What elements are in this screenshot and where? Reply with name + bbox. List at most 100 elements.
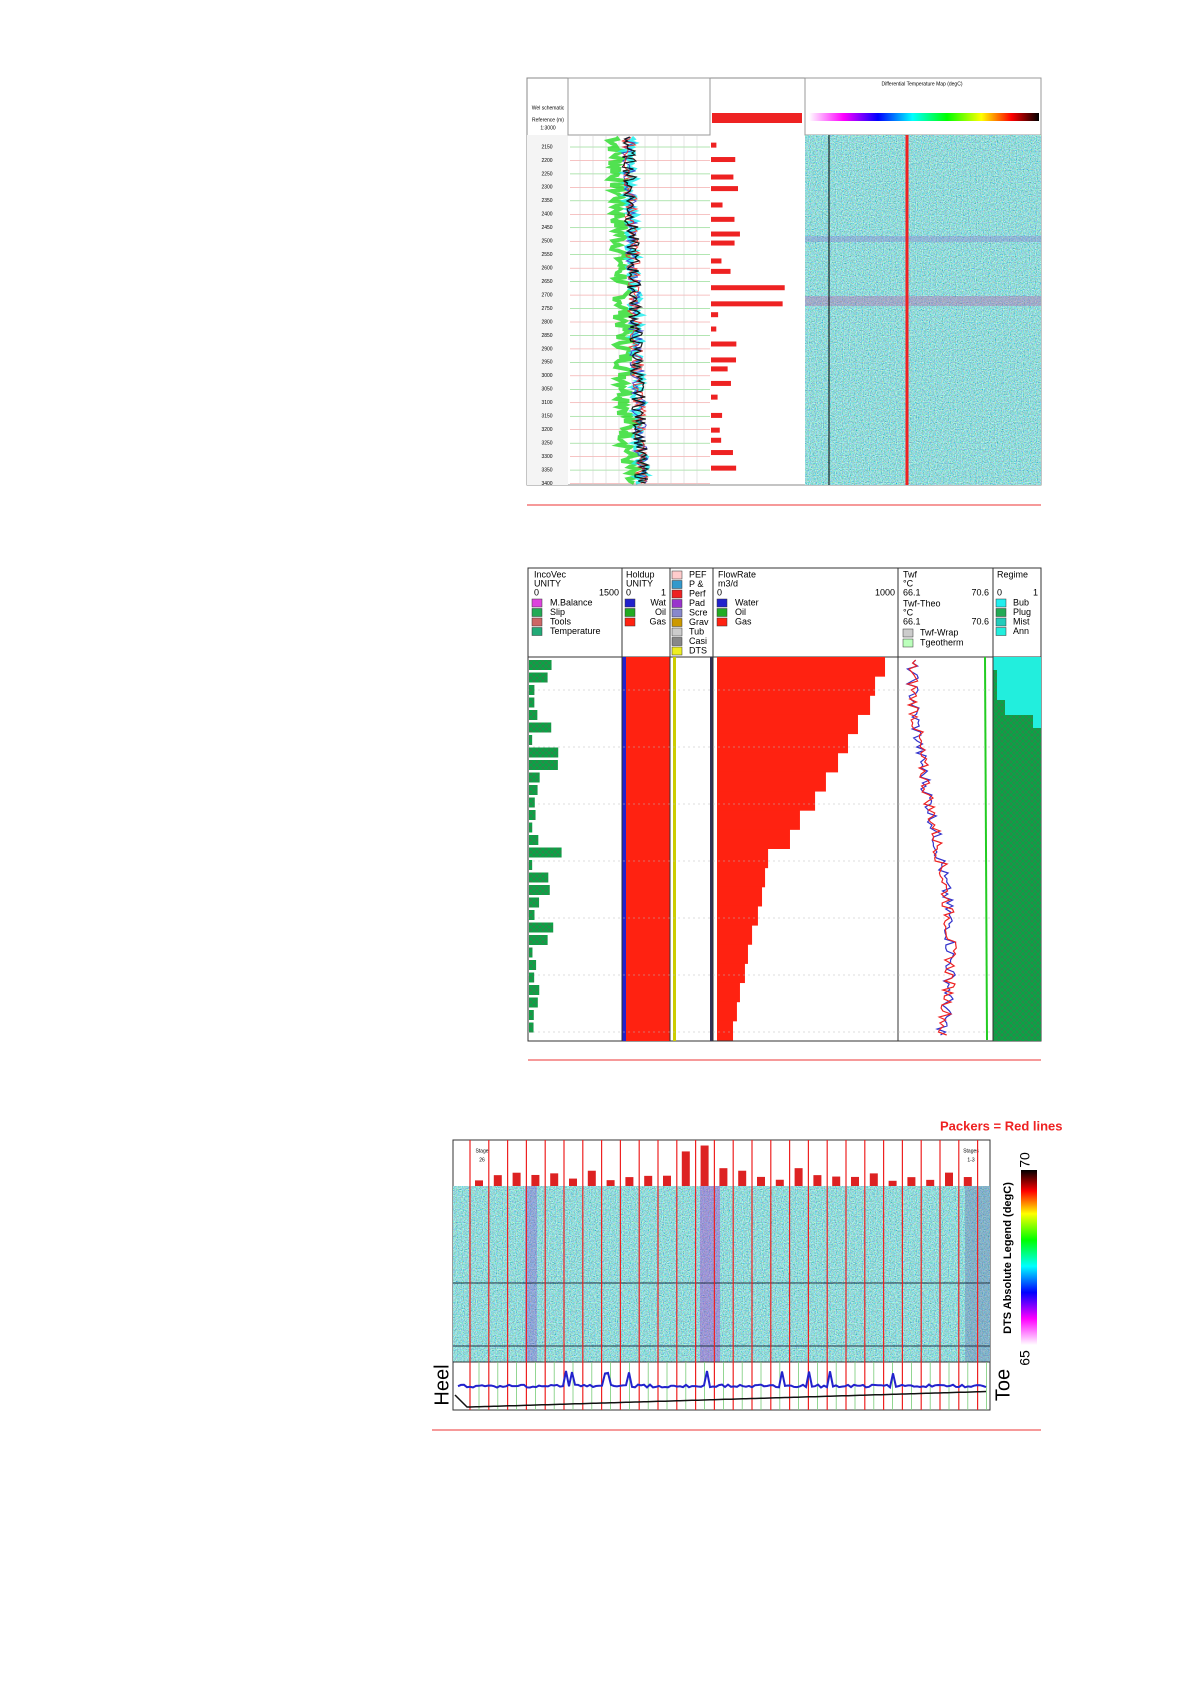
depth-label: 2650 <box>541 279 552 285</box>
legend-label: Grav <box>689 617 709 627</box>
legend-label: Mist <box>1013 616 1030 626</box>
incovec-bar <box>529 1022 534 1033</box>
legend-swatch <box>671 580 683 589</box>
depth-label: 3100 <box>541 400 552 406</box>
incovec-bar <box>529 772 540 783</box>
legend-label: Scre <box>689 607 708 617</box>
flowrate-bar <box>717 963 745 984</box>
legend-max: 70 <box>1017 1152 1033 1168</box>
legend-swatch <box>531 617 543 627</box>
incovec-bar <box>529 935 548 945</box>
scale-max: 1000 <box>875 587 895 597</box>
legend-swatch <box>716 617 728 627</box>
stage-bar <box>569 1178 577 1186</box>
incovec-bar <box>529 822 533 833</box>
contribution-bar <box>711 450 733 456</box>
contribution-bar <box>711 202 723 208</box>
depth-label: 2450 <box>541 225 552 231</box>
legend-label: Wat <box>650 597 666 607</box>
legend-label: Plug <box>1013 607 1031 617</box>
incovec-bar <box>529 672 548 683</box>
legend-swatch <box>671 618 683 627</box>
stage-label: Stages <box>963 1148 979 1154</box>
legend-label: Temperature <box>550 626 601 636</box>
legend-label: Tools <box>550 616 572 626</box>
stage-bar <box>681 1151 690 1186</box>
legend-min: 65 <box>1017 1350 1033 1366</box>
legend-swatch <box>531 627 543 636</box>
stage-bar <box>757 1176 765 1186</box>
incovec-bar <box>529 685 535 695</box>
legend-swatch <box>624 617 636 627</box>
depth-label: 3050 <box>541 387 552 393</box>
legend-swatch <box>671 646 683 656</box>
incovec-bar <box>529 735 533 745</box>
legend-label: DTS <box>689 645 707 655</box>
flowrate-bar <box>717 714 858 735</box>
incovec-bar <box>529 810 536 820</box>
incovec-bar <box>529 885 550 895</box>
flowrate-bar <box>717 771 826 792</box>
track-unit: m3/d <box>718 578 738 588</box>
scale-label: 1:3000 <box>540 125 556 131</box>
contribution-bar <box>711 366 728 372</box>
stage-bar <box>888 1180 897 1186</box>
legend-label: Perf <box>689 588 706 598</box>
incovec-bar <box>529 722 552 733</box>
depth-label: 3350 <box>541 467 552 473</box>
temperature-curve <box>621 136 651 484</box>
flowrate-bar <box>717 925 753 945</box>
incovec-bar <box>529 910 535 920</box>
flowrate-bar <box>717 657 886 677</box>
depth-label: 2250 <box>541 171 552 177</box>
depth-label: 2300 <box>541 185 552 191</box>
legend-swatch <box>624 608 636 617</box>
contribution-bar <box>711 380 731 386</box>
legend-label: Water <box>735 597 759 607</box>
depth-label: 2950 <box>541 360 552 366</box>
scale-min: 0 <box>626 587 631 597</box>
reference-label: Reference (m) <box>532 117 564 123</box>
track-unit: UNITY <box>626 578 653 588</box>
legend-swatch <box>995 608 1007 617</box>
stage-bar <box>794 1168 803 1186</box>
incovec-bar <box>529 797 535 808</box>
legend-label: Oil <box>655 607 666 617</box>
depth-label: 3200 <box>541 427 552 433</box>
legend-swatch <box>531 598 543 608</box>
incovec-bar <box>529 872 549 883</box>
incovec-bar <box>529 847 562 858</box>
contribution-bar <box>711 465 737 471</box>
depth-label: 2550 <box>541 252 552 258</box>
scale-max: 1 <box>661 587 666 597</box>
track-title: IncoVec <box>534 569 567 579</box>
track-title: FlowRate <box>718 569 756 579</box>
twf-curve <box>905 659 957 1036</box>
stage-bar <box>926 1179 935 1186</box>
flowrate-bar <box>717 944 748 964</box>
depth-label: 2600 <box>541 265 552 271</box>
contribution-bar <box>711 231 740 237</box>
stage-bar <box>625 1177 634 1186</box>
contribution-bar <box>711 437 722 443</box>
legend-swatch <box>995 598 1007 608</box>
stage-bar <box>719 1168 728 1186</box>
flowrate-bar <box>717 791 816 811</box>
legend-swatch <box>671 637 683 646</box>
legend-label: Oil <box>735 607 746 617</box>
stage-bar <box>832 1176 841 1186</box>
stage-bar <box>851 1176 859 1186</box>
stage-bar <box>775 1179 784 1186</box>
scale-max: 1500 <box>599 587 619 597</box>
contribution-bar <box>711 174 734 180</box>
packers-note: Packers = Red lines <box>940 1118 1063 1133</box>
dts-curve <box>457 1370 987 1390</box>
legend-label: Tub <box>689 626 704 636</box>
legend-label: Twf-Wrap <box>920 627 958 637</box>
incovec-bar <box>529 985 540 995</box>
contribution-bar <box>711 240 735 246</box>
incovec-bar <box>529 747 559 758</box>
incovec-bar <box>529 922 554 933</box>
stage-bar <box>606 1180 615 1186</box>
